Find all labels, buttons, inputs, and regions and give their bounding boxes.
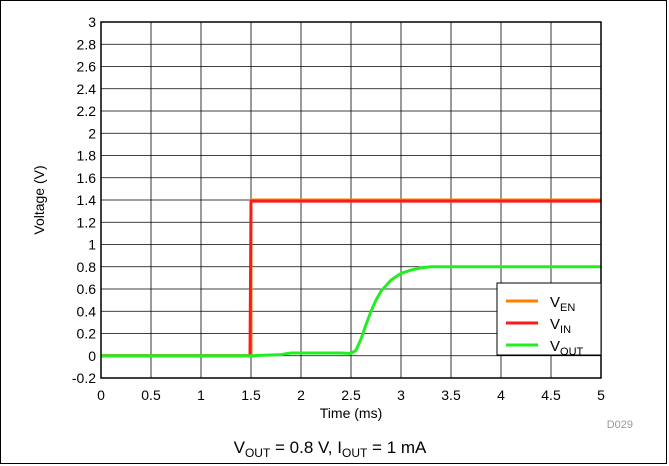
y-tick-label: 3 <box>88 14 96 30</box>
y-tick-label: 0 <box>88 348 96 364</box>
y-tick-label: 0.4 <box>77 303 97 319</box>
legend-entry: VOUT <box>550 338 584 358</box>
y-tick-label: 0.6 <box>77 281 97 297</box>
figure-code: D029 <box>607 419 633 431</box>
x-tick-label: 5 <box>597 387 605 403</box>
legend-subscript: EN <box>560 302 575 314</box>
legend-box <box>496 282 602 356</box>
legend-subscript: OUT <box>560 346 584 358</box>
y-tick-label: 1.4 <box>77 192 97 208</box>
y-tick-label: -0.2 <box>72 370 96 386</box>
caption-i-value: = 1 mA <box>367 438 427 457</box>
plot-area-border <box>100 21 602 379</box>
legend-entry: VIN <box>550 316 571 336</box>
x-axis-label: Time (ms) <box>320 405 382 421</box>
y-tick-label: 1 <box>88 237 96 253</box>
legend-subscript: IN <box>560 324 571 336</box>
y-tick-label: 2.2 <box>77 103 97 119</box>
x-tick-label: 4.5 <box>541 387 561 403</box>
legend-entry: VEN <box>550 294 575 314</box>
legend-symbol: V <box>550 338 560 355</box>
caption-v-symbol: V <box>234 438 246 457</box>
y-tick-label: 1.8 <box>77 148 97 164</box>
y-tick-label: 0.2 <box>77 326 97 342</box>
caption-i-subscript: OUT <box>342 446 368 460</box>
x-tick-label: 3.5 <box>441 387 461 403</box>
x-tick-labels: 0 0.5 1 1.5 2 2.5 3 3.5 4 4.5 5 <box>97 387 605 403</box>
chart-caption: VOUT = 0.8 V, IOUT = 1 mA <box>234 438 427 460</box>
x-tick-label: 0 <box>97 387 105 403</box>
x-tick-label: 2.5 <box>341 387 361 403</box>
x-tick-label: 3 <box>397 387 405 403</box>
x-tick-label: 0.5 <box>141 387 161 403</box>
series-group <box>101 198 601 358</box>
caption-i-symbol: I <box>337 438 342 457</box>
x-tick-label: 1.5 <box>241 387 261 403</box>
caption-v-subscript: OUT <box>245 446 271 460</box>
y-axis-label: Voltage (V) <box>31 165 47 234</box>
x-tick-label: 4 <box>497 387 505 403</box>
legend-symbol: V <box>550 316 560 333</box>
y-tick-label: 1.2 <box>77 214 97 230</box>
x-tick-label: 2 <box>297 387 305 403</box>
y-tick-label: 1.6 <box>77 170 97 186</box>
x-tick-label: 1 <box>197 387 205 403</box>
y-tick-labels: -0.2 0 0.2 0.4 0.6 0.8 1 1.2 1.4 1.6 1.8 2 2.2 2.4 2.6… <box>72 14 96 386</box>
y-tick-label: 2 <box>88 125 96 141</box>
series-line-v-out <box>101 265 601 358</box>
y-tick-label: 2.6 <box>77 59 97 75</box>
y-tick-label: 0.8 <box>77 259 97 275</box>
y-tick-label: 2.4 <box>77 81 97 97</box>
y-tick-label: 2.8 <box>77 36 97 52</box>
legend-symbol: V <box>550 294 560 311</box>
caption-v-value: = 0.8 V, <box>270 438 337 457</box>
